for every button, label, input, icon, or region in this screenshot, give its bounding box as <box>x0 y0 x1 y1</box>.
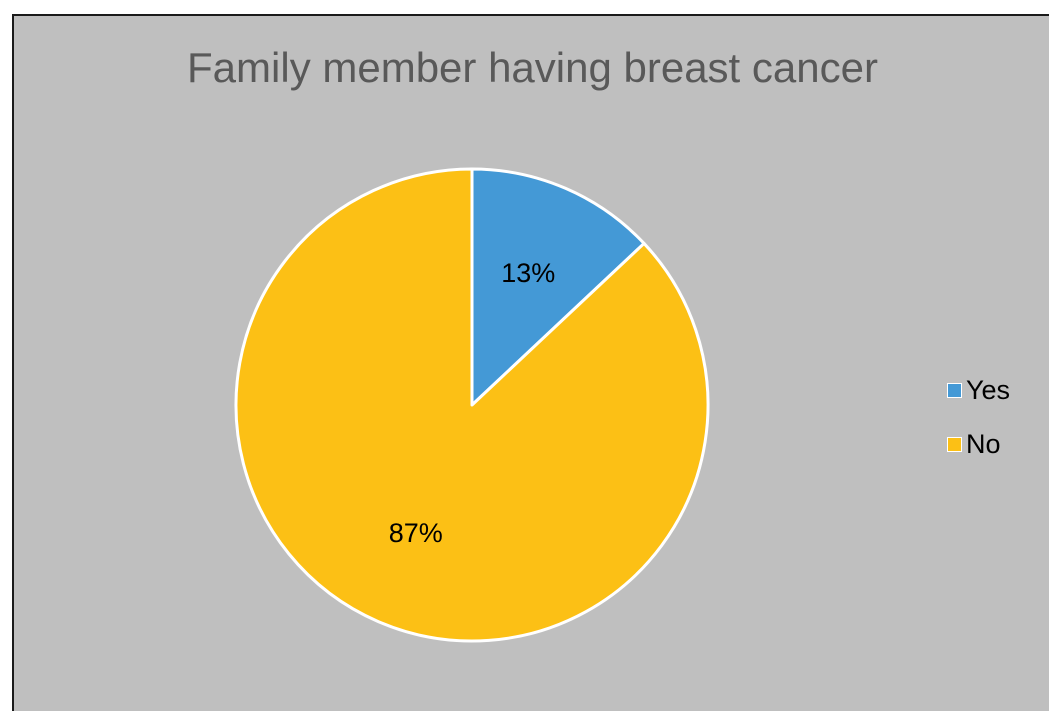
legend-item-no: No <box>947 417 1010 471</box>
legend: Yes No <box>947 363 1010 471</box>
legend-label-yes: Yes <box>966 374 1011 405</box>
legend-item-yes: Yes <box>947 363 1010 417</box>
pie-slice-yes <box>470 167 646 407</box>
chart-title: Family member having breast cancer <box>187 44 878 91</box>
legend-swatch-yes <box>947 382 962 398</box>
pie-chart: 13% 87% <box>234 167 710 643</box>
data-label-no: 87% <box>389 518 443 548</box>
data-label-yes: 13% <box>501 258 555 288</box>
chart-area: Family member having breast cancer 13% 87… <box>12 14 1049 711</box>
pie-slice-no <box>234 167 710 643</box>
legend-label-no: No <box>966 428 1001 459</box>
legend-swatch-no <box>947 436 962 452</box>
